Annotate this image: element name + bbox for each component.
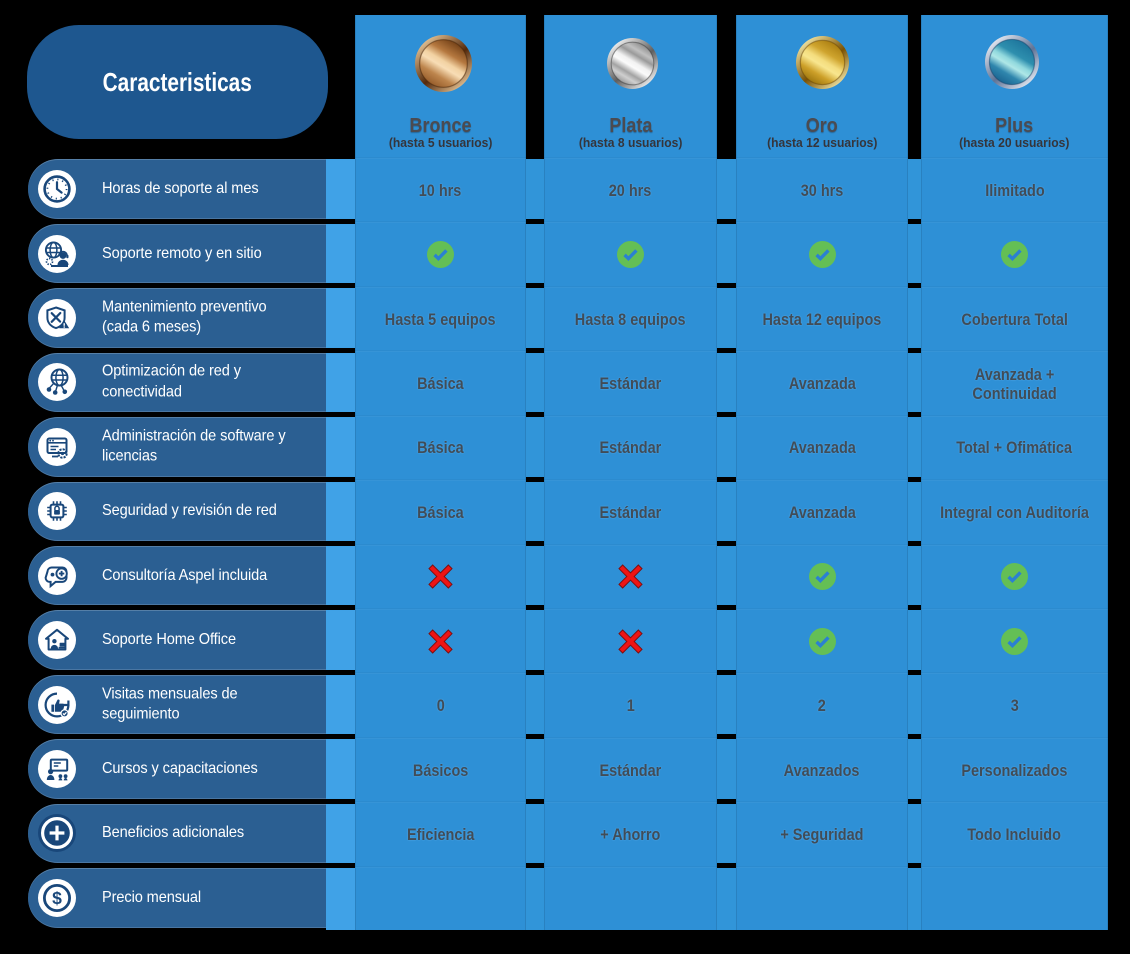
svg-text:$: $ bbox=[52, 888, 62, 908]
